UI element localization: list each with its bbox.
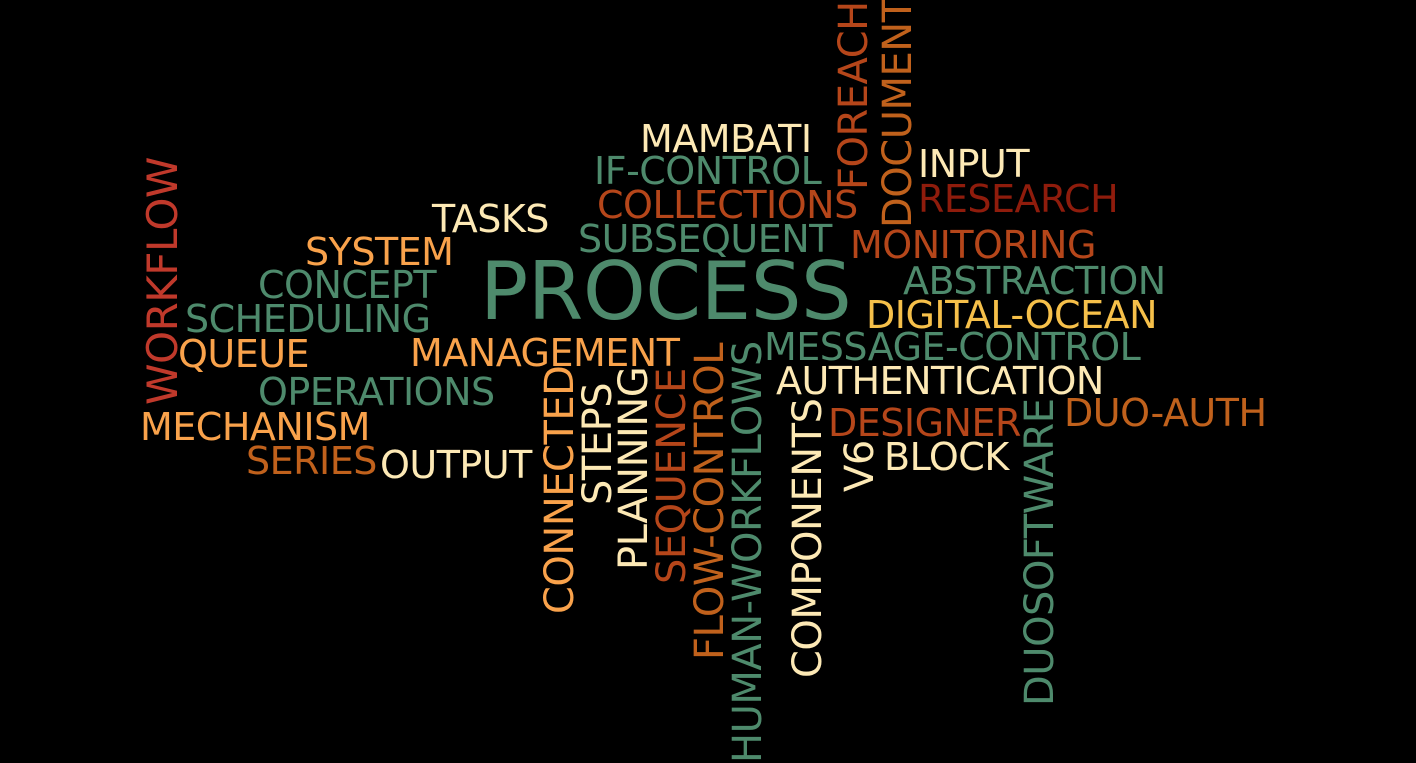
- word-mambati: MAMBATI: [640, 117, 812, 161]
- word-collections: COLLECTIONS: [597, 183, 858, 227]
- word-sequence: SEQUENCE: [649, 368, 695, 584]
- word-components: COMPONENTS: [785, 398, 831, 678]
- word-if-control: IF-CONTROL: [594, 149, 822, 193]
- word-digital-ocean: DIGITAL-OCEAN: [866, 293, 1158, 337]
- word-scheduling: SCHEDULING: [185, 297, 431, 341]
- word-human-workflows: HUMAN-WORKFLOWS: [725, 341, 771, 763]
- word-authentication: AUTHENTICATION: [776, 359, 1104, 403]
- word-abstraction: ABSTRACTION: [903, 259, 1166, 303]
- word-research: RESEARCH: [918, 177, 1119, 221]
- word-process: PROCESS: [480, 245, 852, 338]
- word-series: SERIES: [246, 439, 377, 483]
- word-concept: CONCEPT: [258, 263, 437, 307]
- word-management: MANAGEMENT: [410, 331, 680, 375]
- word-queue: QUEUE: [178, 332, 310, 376]
- word-workflow: WORKFLOW: [138, 157, 187, 405]
- word-mechanism: MECHANISM: [140, 405, 370, 449]
- word-document: DOCUMENT: [875, 0, 921, 228]
- word-duosoftware: DUOSOFTWARE: [1017, 398, 1063, 706]
- word-message-control: MESSAGE-CONTROL: [764, 325, 1141, 369]
- word-foreach: FOREACH: [831, 1, 877, 190]
- word-subsequent: SUBSEQUENT: [578, 217, 832, 261]
- word-designer: DESIGNER: [828, 401, 1021, 445]
- word-planning: PLANNING: [611, 366, 657, 570]
- word-v6: V6: [837, 440, 883, 492]
- word-flow-control: FLOW-CONTROL: [687, 342, 733, 660]
- word-input: INPUT: [918, 142, 1030, 186]
- word-output: OUTPUT: [380, 443, 532, 487]
- word-connected: CONNECTED: [537, 365, 583, 614]
- word-block: BLOCK: [884, 435, 1009, 479]
- word-duo-auth: DUO-AUTH: [1064, 391, 1267, 435]
- word-system: SYSTEM: [305, 230, 454, 274]
- word-tasks: TASKS: [432, 197, 549, 241]
- word-monitoring: MONITORING: [850, 223, 1096, 267]
- word-operations: OPERATIONS: [258, 370, 495, 414]
